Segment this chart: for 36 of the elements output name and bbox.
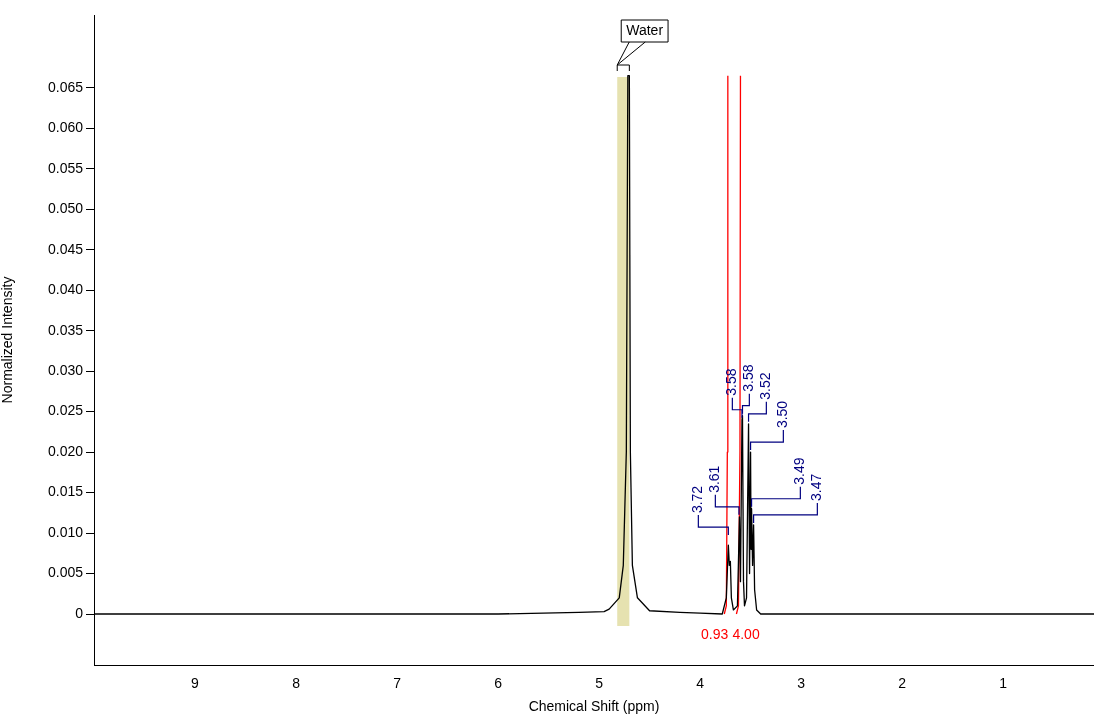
y-tick-label: 0.035: [47, 321, 84, 338]
annotation: 3.58: [740, 364, 757, 392]
y-tick-label: 0.050: [47, 200, 84, 217]
annotation: 3.49: [791, 457, 808, 485]
x-tick-label: 3: [797, 675, 806, 692]
x-axis-title: Chemical Shift (ppm): [528, 698, 660, 715]
annotation: 3.61: [706, 465, 723, 493]
y-tick-label: 0.005: [47, 564, 84, 581]
x-tick-label: 4: [696, 675, 705, 692]
annotation: 3.47: [808, 473, 825, 501]
annotation: 3.72: [689, 485, 706, 514]
x-tick-label: 2: [898, 675, 907, 692]
y-tick-label: 0.040: [47, 281, 84, 298]
x-tick-label: 1: [999, 675, 1008, 692]
annotation: 3.50: [774, 400, 791, 429]
series-label: 4.00: [732, 625, 760, 642]
y-tick-label: 0.030: [47, 362, 84, 379]
band-label: Water: [626, 21, 664, 38]
annotation: 3.58: [723, 368, 740, 396]
series-label: 0.93: [701, 625, 729, 642]
annotation: 3.52: [757, 372, 774, 400]
y-tick-label: 0.025: [47, 402, 84, 419]
y-tick-label: 0: [75, 604, 84, 621]
y-tick-label: 0.065: [47, 78, 84, 95]
x-tick-label: 8: [292, 675, 301, 692]
y-tick-label: 0.020: [47, 442, 84, 459]
x-tick-label: 6: [494, 675, 503, 692]
y-tick-label: 0.015: [47, 483, 84, 500]
x-tick-label: 5: [595, 675, 604, 692]
y-axis-title: Normalized Intensity: [0, 276, 16, 404]
x-tick-label: 9: [191, 675, 200, 692]
y-tick-label: 0.045: [47, 240, 84, 257]
x-tick-label: 7: [393, 675, 402, 692]
y-tick-label: 0.010: [47, 523, 84, 540]
y-tick-label: 0.055: [47, 159, 84, 176]
y-tick-label: 0.060: [47, 119, 84, 136]
